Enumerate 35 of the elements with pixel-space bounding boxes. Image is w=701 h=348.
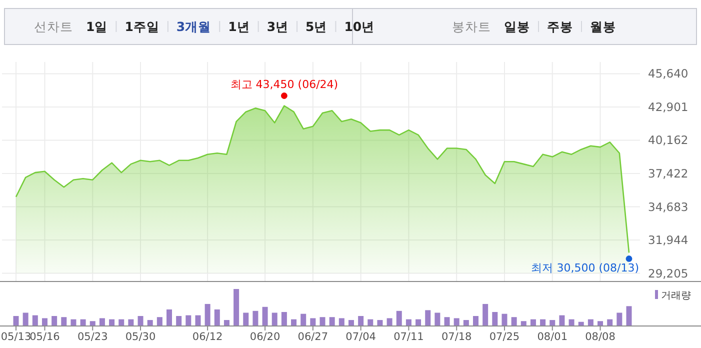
- text: 월봉: [590, 19, 616, 34]
- text: 1주일: [124, 19, 160, 34]
- x-tick-label: 05/13: [0, 331, 32, 343]
- x-tick-label: 05/30: [125, 331, 156, 343]
- x-tick-label: 05/23: [77, 331, 108, 343]
- text: 10년: [344, 19, 375, 34]
- x-tick-label: 06/20: [250, 331, 280, 343]
- annotation: 최고 43,450 (06/24): [230, 78, 338, 91]
- x-tick-label: 08/01: [537, 331, 568, 343]
- y-tick-label: 29,205: [648, 266, 688, 280]
- text: 선차트: [34, 19, 73, 34]
- text: 5년: [306, 19, 328, 34]
- text: 주봉: [547, 19, 573, 34]
- text: 3개월: [176, 19, 212, 34]
- x-tick-label: 06/12: [192, 331, 223, 343]
- x-tick-label: 08/08: [585, 331, 616, 343]
- y-tick-label: 37,422: [648, 166, 688, 181]
- annotation: 최저 30,500 (08/13): [531, 262, 639, 275]
- text: 1년: [228, 19, 250, 34]
- x-tick-label: 07/18: [441, 331, 472, 343]
- legend-label: 거래량: [661, 290, 691, 302]
- y-tick-label: 31,944: [648, 233, 688, 248]
- y-tick-label: 42,901: [648, 100, 688, 114]
- x-tick-label: 07/11: [394, 331, 424, 343]
- text: 1일: [86, 19, 108, 34]
- y-tick-label: 40,162: [648, 133, 688, 148]
- text: 3년: [266, 19, 289, 34]
- y-tick-label: 34,683: [648, 200, 688, 214]
- x-tick-label: 07/25: [489, 331, 520, 343]
- text: 일봉: [504, 19, 530, 34]
- y-tick-label: 45,640: [648, 66, 688, 81]
- x-tick-label: 07/04: [346, 331, 376, 343]
- x-tick-label: 05/16: [30, 331, 60, 343]
- x-tick-label: 06/27: [298, 331, 328, 343]
- text: 봉차트: [452, 19, 491, 34]
